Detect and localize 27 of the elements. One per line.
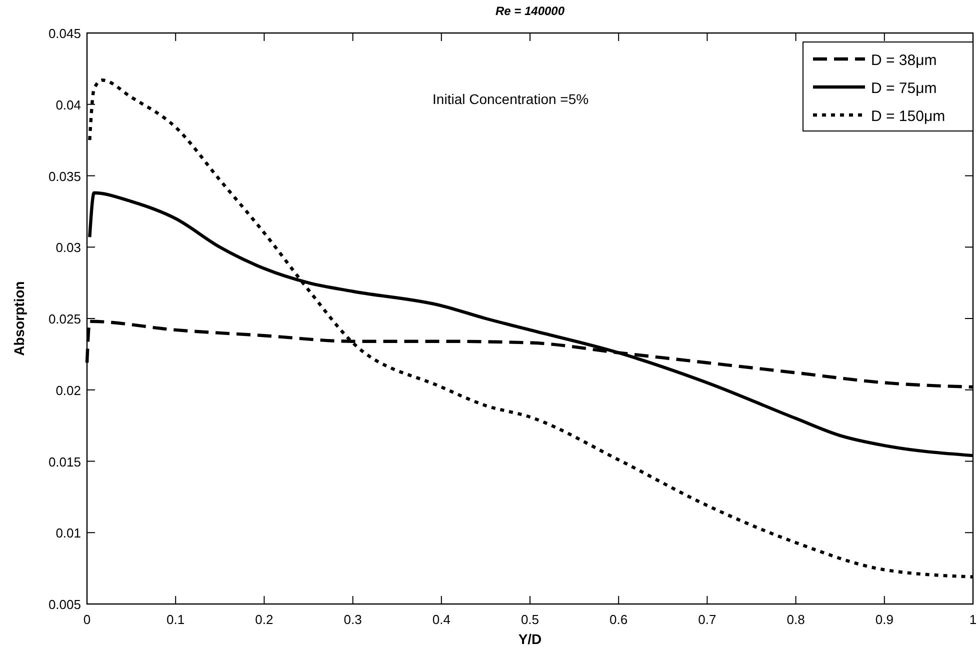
y-tick-label: 0.015 bbox=[48, 454, 81, 470]
y-tick-label: 0.03 bbox=[56, 240, 81, 256]
y-tick-label: 0.045 bbox=[48, 26, 81, 41]
x-tick-label: 1 bbox=[969, 612, 977, 627]
y-axis-title: Absorption bbox=[11, 281, 27, 356]
y-tick-label: 0.035 bbox=[48, 168, 81, 184]
chart-title: Re = 140000 bbox=[495, 4, 565, 18]
x-tick-label: 0.2 bbox=[255, 612, 274, 627]
x-tick-label: 0.5 bbox=[520, 612, 540, 627]
x-tick-label: 0.4 bbox=[432, 612, 450, 627]
x-tick-label: 0.6 bbox=[610, 612, 628, 627]
x-tick-label: 0.1 bbox=[166, 612, 185, 627]
x-axis-title: Y/D bbox=[518, 631, 542, 647]
x-tick-label: 0.7 bbox=[698, 612, 716, 627]
x-tick-label: 0.9 bbox=[875, 612, 894, 627]
x-tick-label: 0 bbox=[83, 612, 91, 627]
y-tick-label: 0.01 bbox=[56, 526, 81, 541]
annotation: Initial Concentration =5% bbox=[432, 91, 589, 107]
legend-label: D = 150μm bbox=[871, 108, 946, 125]
x-tick-label: 0.8 bbox=[786, 612, 805, 627]
x-tick-label: 0.3 bbox=[344, 612, 362, 627]
y-tick-label: 0.025 bbox=[48, 312, 81, 326]
y-tick-label: 0.02 bbox=[56, 382, 81, 398]
legend-label: D = 38μm bbox=[871, 52, 937, 69]
legend-label: D = 75μm bbox=[871, 80, 937, 97]
y-tick-label: 0.005 bbox=[48, 597, 81, 612]
y-tick-label: 0.04 bbox=[56, 97, 81, 112]
